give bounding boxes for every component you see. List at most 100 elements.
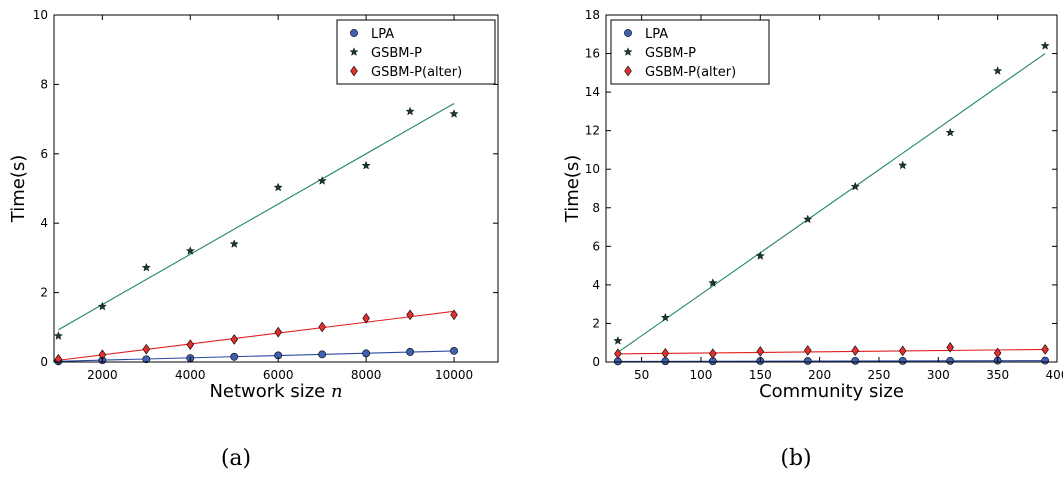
series-1	[53, 106, 459, 340]
y-tick-label: 2	[592, 316, 600, 330]
data-point-star	[361, 160, 371, 170]
data-point-star	[898, 160, 908, 170]
series-2	[614, 342, 1049, 360]
fit-line-lpa	[617, 360, 1046, 362]
y-tick-label: 2	[40, 286, 48, 300]
x-axis-label: Community size	[759, 381, 904, 402]
x-axis-label-variable: n	[331, 381, 343, 402]
legend: LPA GSBM-P GSBM-P(alter)	[336, 19, 496, 85]
legend-box	[336, 19, 496, 85]
y-tick-label: 10	[585, 162, 600, 176]
legend-marker-circle	[624, 29, 632, 37]
x-tick-label: 6000	[263, 368, 294, 382]
data-point-diamond	[230, 334, 239, 345]
fit-line-gsbm-p	[617, 53, 1046, 353]
data-point-circle	[946, 356, 955, 365]
x-tick-label: 300	[927, 368, 950, 382]
x-tick-label: 100	[689, 368, 712, 382]
y-tick-label: 16	[585, 47, 600, 61]
plot-frame	[605, 14, 1058, 363]
data-point-circle	[803, 357, 812, 365]
y-tick-label: 4	[40, 216, 48, 230]
legend-label: LPA	[371, 27, 394, 42]
data-point-star	[229, 239, 239, 248]
data-point-circle	[406, 348, 414, 356]
x-tick-label: 350	[986, 368, 1009, 382]
y-tick-label: 8	[592, 201, 600, 215]
y-tick-label: 6	[40, 147, 48, 161]
y-tick-label: 14	[585, 85, 600, 99]
legend-label: GSBM-P(alter)	[371, 65, 462, 80]
fit-line-gsbm-p-alter-	[58, 310, 455, 361]
data-point-star	[755, 251, 765, 260]
fit-line-gsbm-p-alter-	[617, 348, 1046, 355]
data-point-diamond	[1041, 344, 1049, 355]
x-tick-label: 2000	[87, 368, 118, 382]
data-point-star	[850, 181, 860, 191]
data-point-star	[185, 246, 195, 255]
x-tick-label: 50	[634, 368, 649, 382]
data-point-diamond	[709, 348, 717, 360]
legend-marker-circle	[350, 29, 358, 37]
series-1	[613, 41, 1050, 345]
legend-marker-diamond	[624, 65, 632, 77]
x-tick-label: 200	[808, 368, 831, 382]
data-point-star	[317, 176, 327, 185]
data-point-diamond	[851, 345, 860, 356]
data-point-diamond	[186, 339, 195, 350]
y-tick-label: 4	[592, 278, 600, 292]
data-point-star	[449, 109, 459, 118]
y-axis-label: Time(s)	[562, 155, 583, 223]
x-tick-label: 4000	[175, 368, 206, 382]
data-point-star	[803, 214, 813, 224]
y-tick-label: 10	[33, 8, 48, 22]
legend-label: GSBM-P	[645, 46, 696, 61]
legend-marker-star	[349, 47, 359, 56]
legend-marker-diamond	[350, 65, 358, 77]
data-point-diamond	[450, 309, 458, 321]
x-tick-label: 400	[1046, 368, 1063, 382]
data-point-circle	[230, 352, 239, 361]
data-point-diamond	[142, 343, 151, 355]
x-axis-label-text: Community size	[759, 381, 904, 402]
data-point-star	[273, 182, 283, 192]
data-point-star	[660, 312, 670, 322]
data-point-star	[97, 301, 107, 311]
data-point-diamond	[946, 342, 954, 353]
data-point-diamond	[318, 321, 326, 333]
y-tick-label: 18	[585, 8, 600, 22]
legend-label: GSBM-P(alter)	[645, 65, 736, 80]
y-tick-label: 12	[585, 124, 600, 138]
data-point-star	[945, 127, 955, 137]
data-point-star	[53, 331, 63, 340]
figure-caption: (b)	[780, 446, 811, 471]
data-point-diamond	[803, 345, 812, 356]
data-point-circle	[142, 355, 151, 364]
x-tick-label: 8000	[351, 368, 382, 382]
data-point-circle	[318, 350, 327, 359]
chart-1: 50 100 150 200 250 300 350 400 0 2 4 6 8 10 12 14 16 18 Co…	[562, 8, 1063, 471]
x-axis-label-text: Network size	[209, 381, 331, 402]
x-axis-label: Network size n	[209, 381, 342, 402]
y-axis-label: Time(s)	[8, 155, 29, 223]
data-point-circle	[1041, 356, 1050, 365]
data-point-star	[613, 336, 623, 345]
data-point-diamond	[898, 345, 907, 357]
data-point-circle	[450, 346, 458, 355]
fit-line-lpa	[58, 350, 455, 362]
y-tick-label: 6	[592, 239, 600, 253]
series-2	[54, 309, 458, 365]
x-tick-label: 150	[749, 368, 772, 382]
legend-label: LPA	[645, 27, 668, 42]
x-tick-label: 10000	[435, 368, 473, 382]
data-point-diamond	[274, 326, 282, 338]
legend: LPA GSBM-P GSBM-P(alter)	[610, 19, 770, 85]
data-point-diamond	[362, 312, 370, 324]
data-point-diamond	[406, 309, 414, 321]
series-0	[613, 356, 1050, 366]
legend-box	[610, 19, 770, 85]
data-point-star	[708, 278, 718, 287]
data-point-star	[1040, 41, 1050, 50]
data-point-diamond	[756, 346, 765, 357]
data-point-circle	[661, 357, 670, 366]
